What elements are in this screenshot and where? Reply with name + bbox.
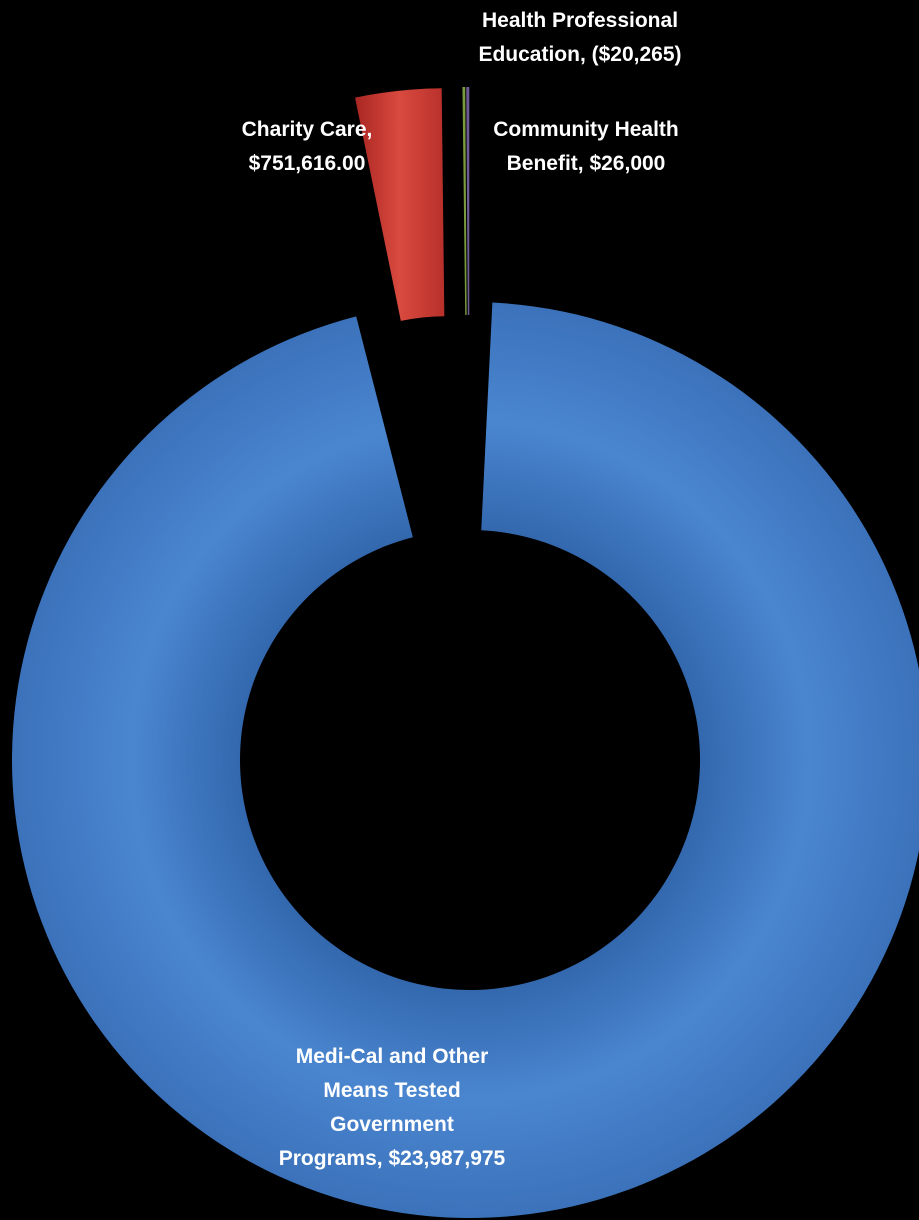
slice-medi-cal	[12, 302, 919, 1218]
label-line: Programs, $23,987,975	[278, 1147, 506, 1170]
label-line: Community Health	[493, 118, 679, 141]
label-line: Charity Care,	[241, 118, 373, 141]
label-charity-care: Charity Care, $751,616.00	[222, 113, 392, 181]
label-line: Education, ($20,265)	[478, 43, 682, 66]
label-line: Medi-Cal and Other	[295, 1045, 489, 1068]
slice-health-professional-education	[462, 87, 467, 316]
label-line: $751,616.00	[248, 152, 366, 175]
label-community-health-benefit: Community Health Benefit, $26,000	[468, 113, 704, 181]
label-medi-cal: Medi-Cal and Other Means Tested Governme…	[242, 1040, 542, 1176]
label-line: Benefit, $26,000	[506, 152, 666, 175]
label-health-professional-education: Health Professional Education, ($20,265)	[450, 4, 710, 72]
slice-charity-care	[355, 88, 445, 321]
donut-slices	[12, 87, 919, 1218]
label-line: Government	[330, 1113, 454, 1136]
label-line: Health Professional	[481, 9, 679, 32]
label-line: Means Tested	[323, 1079, 461, 1102]
slice-community-health-benefit	[466, 87, 470, 316]
